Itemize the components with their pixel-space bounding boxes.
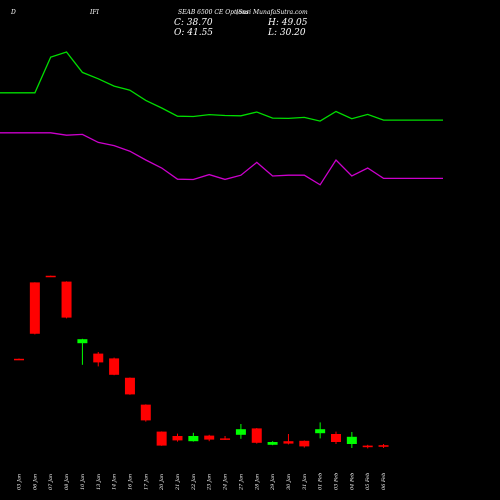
segment-label: IFI	[90, 9, 99, 16]
x-tick-label: 24 Jan	[223, 474, 229, 491]
candle-body	[299, 440, 310, 447]
symbol-label: D	[11, 9, 16, 16]
candle-body	[220, 438, 231, 440]
x-tick-label: 01 Feb	[318, 473, 324, 490]
contract-label: SEAB 6500 CE Options	[178, 9, 249, 16]
candle-body	[204, 435, 215, 440]
x-tick-label: 28 Jan	[254, 474, 260, 491]
x-tick-label: 29 Jan	[270, 474, 276, 491]
candle-body	[283, 441, 294, 444]
x-tick-label: 03 Feb	[334, 473, 340, 490]
close-value: C: 38.70	[174, 18, 213, 28]
candle-body	[331, 434, 341, 442]
x-tick-label: 14 Jan	[112, 474, 118, 490]
candle-body	[235, 429, 246, 435]
source-label: (Suri MunafaSutra.com	[236, 9, 308, 16]
x-tick-label: 17 Jan	[143, 474, 149, 490]
candle-body	[109, 358, 120, 375]
candle-body	[124, 377, 135, 395]
candle-body	[315, 429, 326, 434]
candle-body	[251, 428, 262, 443]
x-tick-label: 20 Jan	[159, 474, 165, 491]
open-value: O: 41.55	[174, 28, 214, 38]
x-tick-label: 27 Jan	[238, 474, 244, 491]
x-tick-label: 06 Feb	[381, 473, 387, 490]
candle-body	[61, 281, 72, 318]
x-tick-label: 13 Jan	[96, 474, 102, 490]
candle-body	[156, 431, 167, 446]
candle-body	[45, 275, 56, 278]
candle-body	[346, 436, 357, 444]
x-tick-label: 04 Feb	[349, 473, 355, 490]
x-tick-label: 05 Feb	[365, 473, 371, 490]
candle-body	[267, 442, 278, 445]
candle-body	[14, 358, 24, 361]
x-tick-label: 30 Jan	[286, 474, 292, 490]
green-line-series	[0, 51, 443, 122]
candle-body	[172, 436, 183, 441]
x-tick-label: 16 Jan	[127, 474, 133, 490]
x-tick-label: 03 Jan	[17, 474, 23, 490]
x-tick-label: 08 Jan	[64, 474, 70, 490]
x-tick-label: 06 Jan	[32, 474, 38, 490]
x-tick-label: 31 Jan	[302, 474, 308, 490]
x-tick-label: 07 Jan	[48, 474, 54, 490]
magenta-line-series	[0, 132, 443, 186]
candle-body	[29, 282, 40, 334]
candle-body	[140, 404, 151, 421]
candle-body	[378, 445, 389, 447]
x-tick-label: 10 Jan	[80, 474, 86, 490]
x-tick-label: 21 Jan	[175, 474, 181, 491]
low-value: L: 30.20	[268, 28, 306, 38]
candle-body	[77, 339, 88, 344]
candle-body	[188, 436, 199, 442]
candle-body	[93, 353, 104, 363]
x-tick-label: 23 Jan	[207, 474, 213, 491]
candle-body	[362, 445, 373, 448]
x-tick-label: 22 Jan	[191, 474, 197, 491]
high-value: H: 49.05	[268, 18, 308, 28]
